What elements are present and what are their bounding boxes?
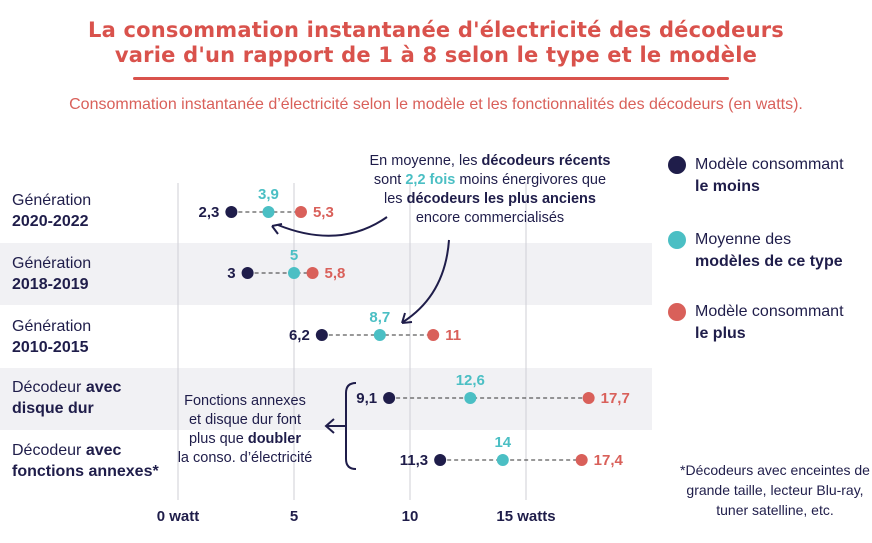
label-min: 6,2 bbox=[289, 327, 310, 344]
label-avg: 5 bbox=[290, 247, 298, 264]
row-band bbox=[0, 243, 652, 305]
label-max: 17,7 bbox=[601, 390, 630, 407]
arrow-old bbox=[402, 239, 450, 323]
x-tick-label: 0 watt bbox=[157, 508, 200, 525]
row-label-2020: Génération 2020-2022 bbox=[12, 192, 92, 230]
label-avg: 14 bbox=[494, 434, 511, 451]
label-avg: 8,7 bbox=[369, 309, 390, 326]
legend-dot-avg bbox=[668, 231, 686, 249]
label-min: 2,3 bbox=[199, 204, 220, 221]
row-label-2010: Génération 2010-2015 bbox=[12, 318, 92, 356]
arrowhead-icon bbox=[401, 312, 413, 324]
dot-avg bbox=[288, 267, 300, 279]
dot-max bbox=[306, 267, 319, 279]
label-max: 5,8 bbox=[325, 265, 346, 282]
dot-min bbox=[315, 329, 328, 341]
dot-min bbox=[241, 267, 254, 279]
row-label-disque: Décodeur avec disque dur bbox=[12, 379, 122, 417]
label-max: 5,3 bbox=[313, 204, 334, 221]
title-divider bbox=[133, 77, 729, 80]
title-line-2: varie d'un rapport de 1 à 8 selon le typ… bbox=[114, 43, 758, 67]
arrowhead-icon bbox=[271, 223, 283, 235]
label-avg: 3,9 bbox=[258, 186, 279, 203]
annotation-recent: En moyenne, les décodeurs récents sont 2… bbox=[369, 153, 611, 226]
dot-max bbox=[575, 454, 588, 466]
dot-avg bbox=[262, 206, 275, 218]
chart-title: La consommation instantanée d'électricit… bbox=[0, 18, 872, 68]
dot-max bbox=[582, 392, 595, 404]
dot-max bbox=[427, 329, 440, 341]
label-min: 3 bbox=[227, 265, 235, 282]
legend-max: Modèle consommant le plus bbox=[668, 301, 844, 345]
label-min: 9,1 bbox=[356, 390, 377, 407]
x-tick-label: 15 watts bbox=[496, 508, 555, 525]
row-label-2018: Génération 2018-2019 bbox=[12, 255, 92, 293]
legend-min: Modèle consommant le moins bbox=[668, 154, 844, 198]
arrow-recent bbox=[277, 216, 388, 237]
row-label-fonctions: Décodeur avec fonctions annexes* bbox=[12, 442, 159, 480]
dot-min bbox=[225, 206, 238, 218]
dot-avg bbox=[496, 454, 509, 466]
x-tick-label: 10 bbox=[402, 508, 419, 525]
arrow-left-icon bbox=[324, 418, 346, 434]
row-band bbox=[0, 368, 652, 430]
dot-min bbox=[434, 454, 447, 466]
legend-dot-max bbox=[668, 303, 686, 321]
chart-subtitle: Consommation instantanée d’électricité s… bbox=[69, 96, 803, 113]
label-min: 11,3 bbox=[400, 452, 428, 469]
label-avg: 12,6 bbox=[456, 372, 485, 389]
dot-max bbox=[294, 206, 307, 218]
dot-min bbox=[383, 392, 396, 404]
label-max: 17,4 bbox=[594, 452, 624, 469]
dot-avg bbox=[373, 329, 386, 341]
footnote: *Décodeurs avec enceintes de grande tail… bbox=[680, 462, 870, 518]
annotation-annexes: Fonctions annexes et disque dur font plu… bbox=[177, 393, 313, 466]
legend-dot-min bbox=[668, 156, 686, 174]
x-tick-label: 5 bbox=[290, 508, 298, 525]
legend-avg: Moyenne des modèles de ce type bbox=[668, 229, 843, 273]
dot-avg bbox=[464, 392, 477, 404]
title-line-1: La consommation instantanée d'électricit… bbox=[88, 18, 784, 42]
label-max: 11 bbox=[445, 327, 461, 344]
